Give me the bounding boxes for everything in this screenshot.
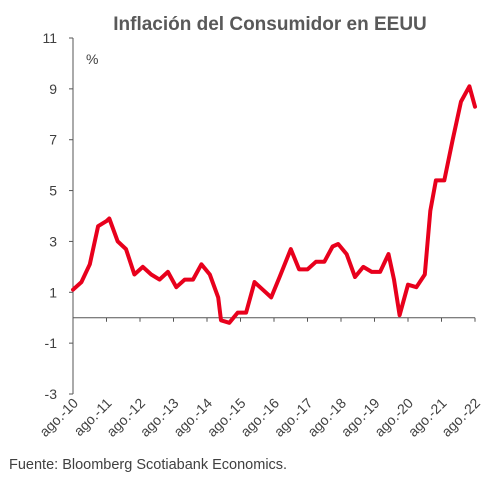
- x-tick-labels: ago.-10ago.-11ago.-12ago.-13ago.-14ago.-…: [36, 317, 483, 440]
- series-group: [71, 84, 477, 325]
- y-tick-label: -3: [45, 386, 58, 402]
- y-tick-label: 9: [49, 81, 57, 97]
- y-tick-label: -1: [45, 335, 58, 351]
- unit-label: %: [86, 51, 98, 67]
- source-note: Fuente: Bloomberg Scotiabank Economics.: [9, 457, 288, 473]
- y-tick-label: 3: [49, 233, 57, 249]
- chart-title: Inflación del Consumidor en EEUU: [113, 14, 427, 35]
- x-tick-label: ago.-22: [438, 395, 483, 440]
- y-tick-label: 5: [49, 183, 57, 199]
- cpi-series-line: [71, 84, 477, 325]
- y-tick-labels: -3 -1 1 3 5 7 9 11: [42, 30, 73, 402]
- y-tick-label: 1: [49, 284, 57, 300]
- axes: [72, 38, 475, 394]
- y-tick-label: 7: [49, 132, 57, 148]
- y-tick-label: 11: [42, 30, 57, 46]
